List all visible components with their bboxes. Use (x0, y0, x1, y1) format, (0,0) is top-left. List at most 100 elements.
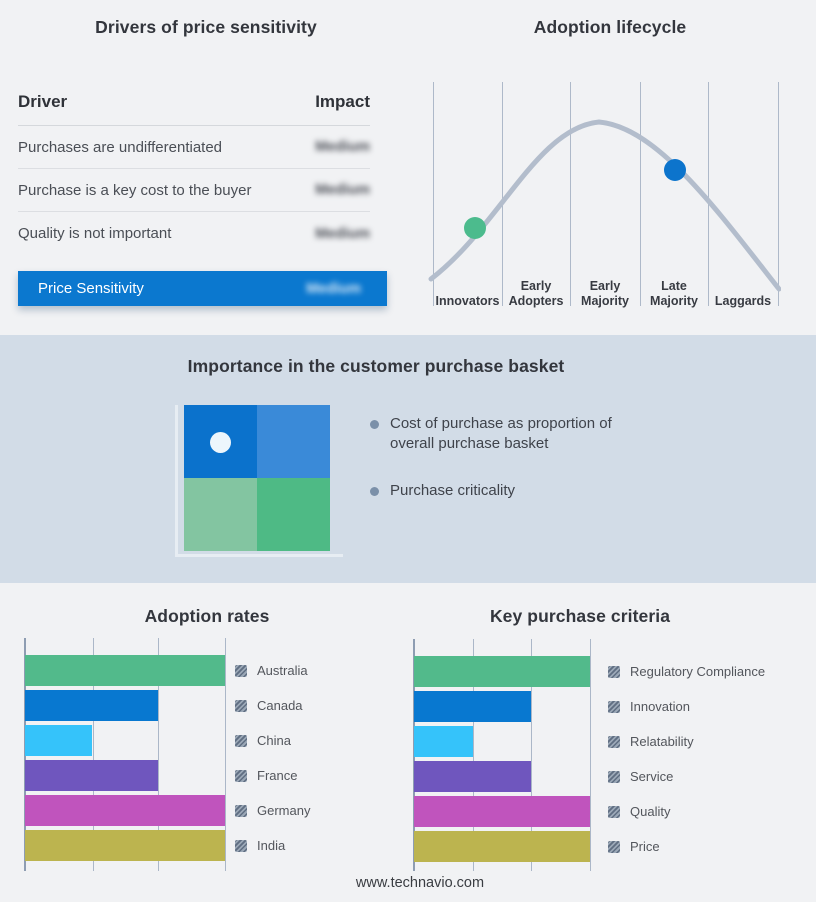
bar-india (25, 830, 225, 861)
bar-row (25, 830, 225, 861)
legend-label: Innovation (630, 699, 690, 714)
gridline (590, 639, 591, 871)
legend-item: Innovation (608, 691, 765, 722)
legend-item: Canada (235, 690, 310, 721)
bar-row (414, 761, 590, 792)
bar-row (25, 760, 225, 791)
legend-item: Service (608, 761, 765, 792)
bar-germany (25, 795, 225, 826)
bullet-icon (370, 486, 379, 496)
bullet-icon (370, 420, 379, 429)
stage-label-late-majority: Late Majority (650, 278, 698, 308)
bar-row (25, 795, 225, 826)
legend-label: Quality (630, 804, 671, 819)
bar-china (25, 725, 92, 756)
swatch-icon (235, 769, 247, 782)
list-item: Purchase criticality (370, 481, 640, 501)
swatch-icon (608, 700, 620, 713)
swatch-icon (235, 734, 247, 747)
driver-column-header: Driver (18, 92, 68, 111)
adoption-lifecycle-chart: Innovators Early Adopters Early Majority… (425, 78, 781, 310)
legend-label: Regulatory Compliance (630, 664, 766, 679)
gridline (225, 638, 226, 871)
legend-label: Price (630, 839, 660, 854)
adoption-rates-legend: Australia Canada China France Germany In… (235, 655, 310, 865)
bell-curve (428, 119, 781, 292)
bar-relatability (414, 726, 473, 757)
gridline (531, 639, 532, 871)
legend-label: Canada (257, 698, 303, 713)
matrix-axes (175, 405, 343, 557)
legend-item: Price (608, 831, 765, 862)
price-sensitivity-value-blurred: Medium (306, 280, 361, 297)
bar-quality (414, 796, 590, 827)
bar-row (25, 655, 225, 686)
gridline (778, 82, 779, 306)
bar-price (414, 831, 590, 862)
legend-label: Australia (257, 663, 308, 678)
driver-cell: Quality is not important (18, 225, 172, 242)
drivers-table-header: Driver Impact (18, 92, 370, 126)
swatch-icon (235, 699, 247, 712)
legend-label: China (257, 733, 291, 748)
adoption-lifecycle-title: Adoption lifecycle (533, 17, 687, 37)
key-purchase-criteria-bars (414, 656, 590, 866)
footer-link[interactable]: www.technavio.com (355, 875, 485, 891)
matrix-quadrant-bottom-right (257, 478, 330, 551)
bar-row (414, 831, 590, 862)
stage-label-laggards: Laggards (714, 293, 772, 308)
bar-france (25, 760, 159, 791)
legend-item: Germany (235, 795, 310, 826)
table-row: Purchases are undifferentiated Medium (18, 126, 370, 169)
bar-canada (25, 690, 159, 721)
legend-label: Service (630, 769, 674, 784)
gridline (570, 82, 571, 306)
stage-label-early-majority: Early Majority (581, 278, 629, 308)
table-row: Quality is not important Medium (18, 212, 370, 255)
legend-item: China (235, 725, 310, 756)
bar-australia (25, 655, 225, 686)
bar-service (414, 761, 532, 792)
legend-item: Relatability (608, 726, 765, 757)
gridline (433, 82, 434, 306)
price-sensitivity-summary-row: Price Sensitivity Medium (18, 271, 387, 306)
gridline (473, 639, 474, 871)
legend-item: France (235, 760, 310, 791)
gridline (158, 638, 159, 871)
list-item: Cost of purchase as proportion of overal… (370, 414, 640, 454)
legend-item: India (235, 830, 310, 861)
purchase-basket-title: Importance in the customer purchase bask… (187, 356, 565, 376)
bar-row (414, 691, 590, 722)
key-purchase-criteria-title: Key purchase criteria (489, 606, 671, 626)
legend-label: France (257, 768, 298, 783)
price-sensitivity-label: Price Sensitivity (38, 280, 144, 297)
stage-label-innovators: Innovators (435, 293, 500, 308)
swatch-icon (608, 805, 620, 818)
legend-item: Regulatory Compliance (608, 656, 765, 687)
adoption-rates-title: Adoption rates (144, 606, 270, 626)
matrix-quadrant-bottom-left (184, 478, 257, 551)
swatch-icon (235, 804, 247, 817)
gridline (502, 82, 503, 306)
bar-row (414, 796, 590, 827)
matrix-quadrant-top-right (257, 405, 330, 478)
driver-cell: Purchase is a key cost to the buyer (18, 181, 252, 199)
impact-column-header: Impact (315, 92, 370, 111)
key-purchase-criteria-legend: Regulatory Compliance Innovation Relatab… (608, 656, 765, 866)
swatch-icon (235, 839, 247, 852)
bar-innovation (414, 691, 532, 722)
gridline (708, 82, 709, 306)
swatch-icon (608, 840, 620, 853)
drivers-table: Driver Impact Purchases are undifferenti… (18, 92, 370, 255)
bar-row (414, 656, 590, 687)
purchase-basket-band: Importance in the customer purchase bask… (0, 335, 816, 583)
late-majority-stage-marker (664, 159, 686, 181)
swatch-icon (608, 665, 620, 678)
gridline (93, 638, 94, 871)
bar-regulatory-compliance (414, 656, 590, 687)
importance-matrix (184, 405, 330, 551)
bar-row (25, 690, 225, 721)
impact-cell-blurred: Medium (315, 182, 370, 198)
innovators-stage-marker (464, 217, 486, 239)
